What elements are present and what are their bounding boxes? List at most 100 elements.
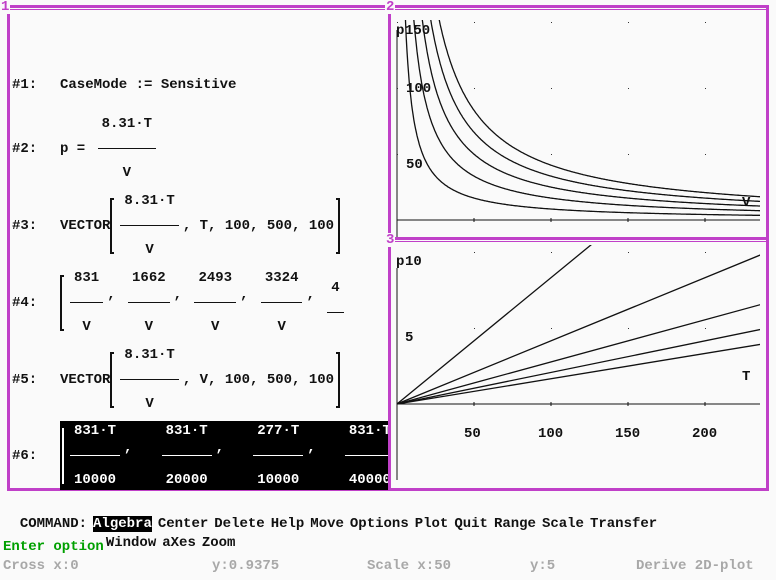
fraction-bar: [120, 225, 179, 226]
fraction: 8.31·T V: [118, 345, 180, 414]
denominator: V: [277, 319, 286, 335]
highlighted-expression[interactable]: 831·T 10000, 831·T 20000, 277·T 10000, 831·…: [60, 421, 388, 490]
fraction: 4: [325, 278, 345, 327]
menu-item-axes[interactable]: aXes: [162, 535, 196, 551]
status-cross-y: y:0.9375: [212, 558, 280, 574]
fraction: 831·T 20000: [160, 421, 214, 490]
expression-text: CaseMode := Sensitive: [60, 77, 237, 93]
window-number-1[interactable]: 1: [0, 0, 11, 15]
expression-label: #3:: [12, 217, 38, 234]
numerator: 4: [331, 280, 340, 296]
denominator: 20000: [165, 472, 208, 488]
denominator: 10000: [257, 472, 300, 488]
numerator: 831·T: [348, 423, 388, 439]
expression-suffix: , V, 100, 500, 100: [182, 371, 335, 388]
fraction: 8.31·T V: [118, 191, 180, 260]
menu-item-quit[interactable]: Quit: [454, 516, 488, 532]
prompt-text: Enter option: [3, 539, 104, 555]
left-bracket: [62, 427, 64, 484]
numerator: 3324: [264, 270, 299, 286]
denominator: V: [82, 319, 91, 335]
fraction-bar: [327, 312, 344, 313]
fraction: 831·T 40000: [343, 421, 388, 490]
menu-item-window[interactable]: Window: [105, 535, 157, 551]
window-number-3[interactable]: 3: [385, 232, 396, 248]
window-number-2[interactable]: 2: [385, 0, 396, 15]
menu-item-center[interactable]: Center: [157, 516, 209, 532]
numerator: 2493: [198, 270, 233, 286]
fraction-bar: [70, 455, 121, 456]
fraction-bar: [70, 302, 104, 303]
command-menu: COMMAND: Algebra Center Delete Help Move Optio…: [3, 500, 663, 532]
command-label: COMMAND:: [19, 516, 88, 532]
plot-window-2[interactable]: [388, 5, 769, 240]
right-bracket: [336, 197, 341, 254]
expression-2[interactable]: #2: p = 8.31·T V: [12, 114, 160, 183]
expression-suffix: , T, 100, 500, 100: [182, 217, 335, 234]
status-scale-x: Scale x:50: [367, 558, 452, 574]
expression-label: #5:: [12, 371, 38, 388]
fraction-bar: [260, 302, 303, 303]
fraction-bar: [194, 302, 237, 303]
plot-window-3[interactable]: [388, 237, 769, 491]
expression-3[interactable]: #3: VECTOR 8.31·T V , T, 100, 500, 100: [12, 191, 341, 260]
numerator: 277·T: [257, 423, 300, 439]
expression-label: #4:: [12, 294, 38, 311]
left-bracket: [110, 351, 115, 408]
numerator: 831·T: [74, 423, 117, 439]
menu-item-transfer[interactable]: Transfer: [589, 516, 658, 532]
fraction-bar: [253, 455, 304, 456]
numerator: 8.31·T: [124, 347, 175, 363]
expression-prefix: VECTOR: [60, 217, 111, 234]
numerator: 1662: [132, 270, 166, 286]
fraction-bar: [97, 148, 157, 149]
menu-item-delete[interactable]: Delete: [214, 516, 265, 532]
menu-item-range[interactable]: Range: [493, 516, 536, 532]
right-bracket: [336, 351, 341, 408]
left-bracket: [60, 274, 64, 331]
command-menu-line-2: Window aXes Zoom: [89, 519, 241, 551]
denominator: V: [145, 396, 154, 412]
denominator: V: [122, 165, 132, 181]
denominator: 10000: [74, 472, 117, 488]
numerator: 8.31·T: [101, 116, 153, 132]
menu-item-algebra[interactable]: Algebra: [93, 516, 152, 532]
expression-1[interactable]: #1: CaseMode := Sensitive: [12, 77, 236, 93]
left-bracket: [110, 197, 115, 254]
menu-item-scale[interactable]: Scale: [541, 516, 584, 532]
menu-item-help[interactable]: Help: [270, 516, 305, 532]
expression-4[interactable]: #4: 831 V, 1662 V, 2493 V, 3324 V, 4: [12, 268, 388, 337]
numerator: 8.31·T: [124, 193, 175, 209]
fraction: 831 V: [68, 268, 105, 337]
status-mode: Derive 2D-plot: [636, 558, 754, 574]
fraction-bar: [120, 379, 179, 380]
status-scale-y: y:5: [530, 558, 556, 574]
fraction-bar: [128, 302, 170, 303]
fraction-bar: [344, 455, 388, 456]
fraction: 8.31·T V: [96, 114, 158, 183]
denominator: 40000: [348, 472, 388, 488]
fraction: 2493 V: [192, 268, 238, 337]
status-cross-x: Cross x:0: [3, 558, 79, 574]
expression-6[interactable]: #6: 831·T 10000, 831·T 20000, 277·T 10000, …: [12, 421, 388, 490]
denominator: V: [144, 319, 154, 335]
menu-item-zoom[interactable]: Zoom: [201, 535, 236, 551]
fraction-bar: [161, 455, 212, 456]
denominator: V: [145, 242, 154, 258]
menu-item-move[interactable]: Move: [310, 516, 344, 532]
expression-label: #1:: [12, 77, 38, 93]
expression-label: #2:: [12, 140, 38, 157]
menu-item-plot[interactable]: Plot: [414, 516, 449, 532]
expression-prefix: VECTOR: [60, 371, 111, 388]
fraction: 1662 V: [126, 268, 172, 337]
menu-item-options[interactable]: Options: [349, 516, 409, 532]
denominator: V: [211, 319, 220, 335]
expression-label: #6:: [12, 447, 38, 464]
fraction: 277·T 10000: [251, 421, 305, 490]
expression-prefix: p =: [60, 140, 94, 157]
expression-5[interactable]: #5: VECTOR 8.31·T V , V, 100, 500, 100: [12, 345, 341, 414]
numerator: 831: [74, 270, 100, 286]
numerator: 831·T: [165, 423, 208, 439]
fraction: 3324 V: [259, 268, 305, 337]
fraction: 831·T 10000: [68, 421, 122, 490]
